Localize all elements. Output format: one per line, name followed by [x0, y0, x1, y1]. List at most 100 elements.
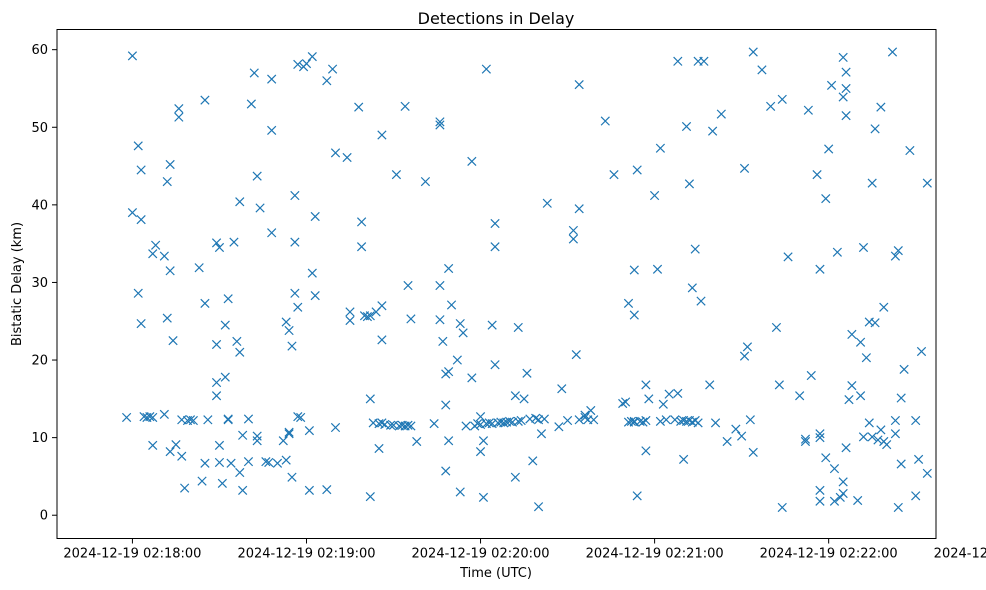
- data-point: [800, 436, 811, 447]
- plot-frame: [56, 29, 937, 539]
- data-point: [644, 394, 654, 404]
- x-axis-label: Time (UTC): [459, 566, 532, 581]
- data-point: [490, 242, 500, 252]
- data-point: [180, 483, 190, 493]
- y-tick-label: 40: [31, 198, 48, 213]
- y-axis-label: Bistatic Delay (km): [10, 222, 25, 346]
- data-point: [574, 415, 584, 425]
- data-point: [861, 353, 872, 363]
- data-point: [737, 431, 747, 441]
- y-tick-label: 50: [31, 121, 48, 136]
- data-point: [870, 318, 880, 328]
- data-point: [876, 425, 886, 435]
- data-point: [356, 242, 367, 252]
- data-point: [629, 265, 639, 275]
- data-point: [330, 422, 341, 433]
- data-point: [890, 415, 901, 426]
- data-point: [557, 384, 567, 394]
- data-point: [522, 368, 532, 378]
- data-point: [211, 377, 222, 388]
- data-point: [777, 502, 787, 513]
- data-points: [121, 47, 932, 513]
- data-point: [922, 468, 932, 478]
- data-point: [403, 420, 413, 430]
- data-point: [136, 214, 146, 225]
- data-point: [589, 415, 599, 425]
- data-point: [838, 92, 848, 102]
- x-tick-label: 2024-12-19 02:19:00: [237, 547, 375, 562]
- data-point: [618, 398, 628, 409]
- data-point: [377, 418, 387, 428]
- data-point: [913, 454, 924, 464]
- data-point: [815, 264, 825, 274]
- data-point: [835, 492, 845, 503]
- data-point: [406, 421, 416, 431]
- data-point: [693, 418, 703, 428]
- data-point: [235, 467, 245, 478]
- data-point: [211, 391, 222, 401]
- data-point: [705, 380, 715, 390]
- data-point: [220, 372, 230, 382]
- data-point: [290, 288, 300, 298]
- data-point: [690, 244, 700, 254]
- data-point: [568, 234, 579, 244]
- data-point: [531, 413, 541, 423]
- data-point: [412, 436, 422, 447]
- data-point: [864, 418, 874, 428]
- y-tick-label: 10: [31, 431, 48, 446]
- data-point: [803, 105, 813, 115]
- data-point: [699, 56, 709, 66]
- data-point: [890, 251, 901, 261]
- data-point: [293, 59, 303, 70]
- data-point: [385, 420, 396, 430]
- data-point: [194, 263, 204, 273]
- data-point: [641, 446, 651, 456]
- data-point: [252, 436, 262, 446]
- data-point: [641, 380, 651, 390]
- data-point: [211, 339, 222, 350]
- data-point: [510, 391, 520, 401]
- data-point: [815, 485, 825, 496]
- data-point: [296, 412, 306, 423]
- data-point: [873, 435, 883, 445]
- data-point: [223, 294, 233, 304]
- data-point: [243, 414, 254, 424]
- data-point: [220, 320, 230, 330]
- data-point: [882, 439, 892, 450]
- x-axis-ticks: 2024-12-19 02:18:00 2024-12-19 02:19:00 20…: [63, 538, 986, 562]
- data-point: [499, 418, 509, 428]
- x-tick-label: 2024-12-19 02:20:00: [412, 547, 550, 562]
- data-point: [136, 165, 146, 175]
- data-point: [536, 429, 547, 439]
- data-point: [226, 458, 236, 468]
- data-point: [838, 52, 848, 63]
- data-point: [484, 418, 494, 428]
- data-point: [893, 246, 903, 256]
- data-point: [377, 335, 387, 345]
- data-point: [264, 457, 274, 468]
- data-point: [655, 416, 666, 426]
- data-point: [455, 318, 465, 329]
- data-point: [374, 443, 384, 454]
- data-point: [855, 337, 866, 347]
- data-point: [232, 336, 242, 347]
- data-point: [174, 112, 184, 122]
- data-point: [609, 169, 619, 180]
- data-point: [365, 394, 375, 404]
- data-point: [322, 76, 332, 86]
- data-point: [243, 457, 254, 467]
- data-point: [267, 228, 277, 238]
- data-point: [655, 143, 666, 153]
- data-point: [458, 328, 468, 338]
- data-point: [574, 79, 584, 90]
- y-tick-label: 60: [31, 43, 48, 58]
- y-tick-label: 0: [40, 509, 48, 524]
- data-point: [620, 397, 631, 407]
- data-point: [658, 399, 668, 409]
- x-tick-label: 2024-12-19 02:22:00: [760, 547, 898, 562]
- data-point: [890, 429, 901, 439]
- data-point: [127, 207, 138, 218]
- data-point: [444, 367, 454, 377]
- data-point: [278, 436, 288, 446]
